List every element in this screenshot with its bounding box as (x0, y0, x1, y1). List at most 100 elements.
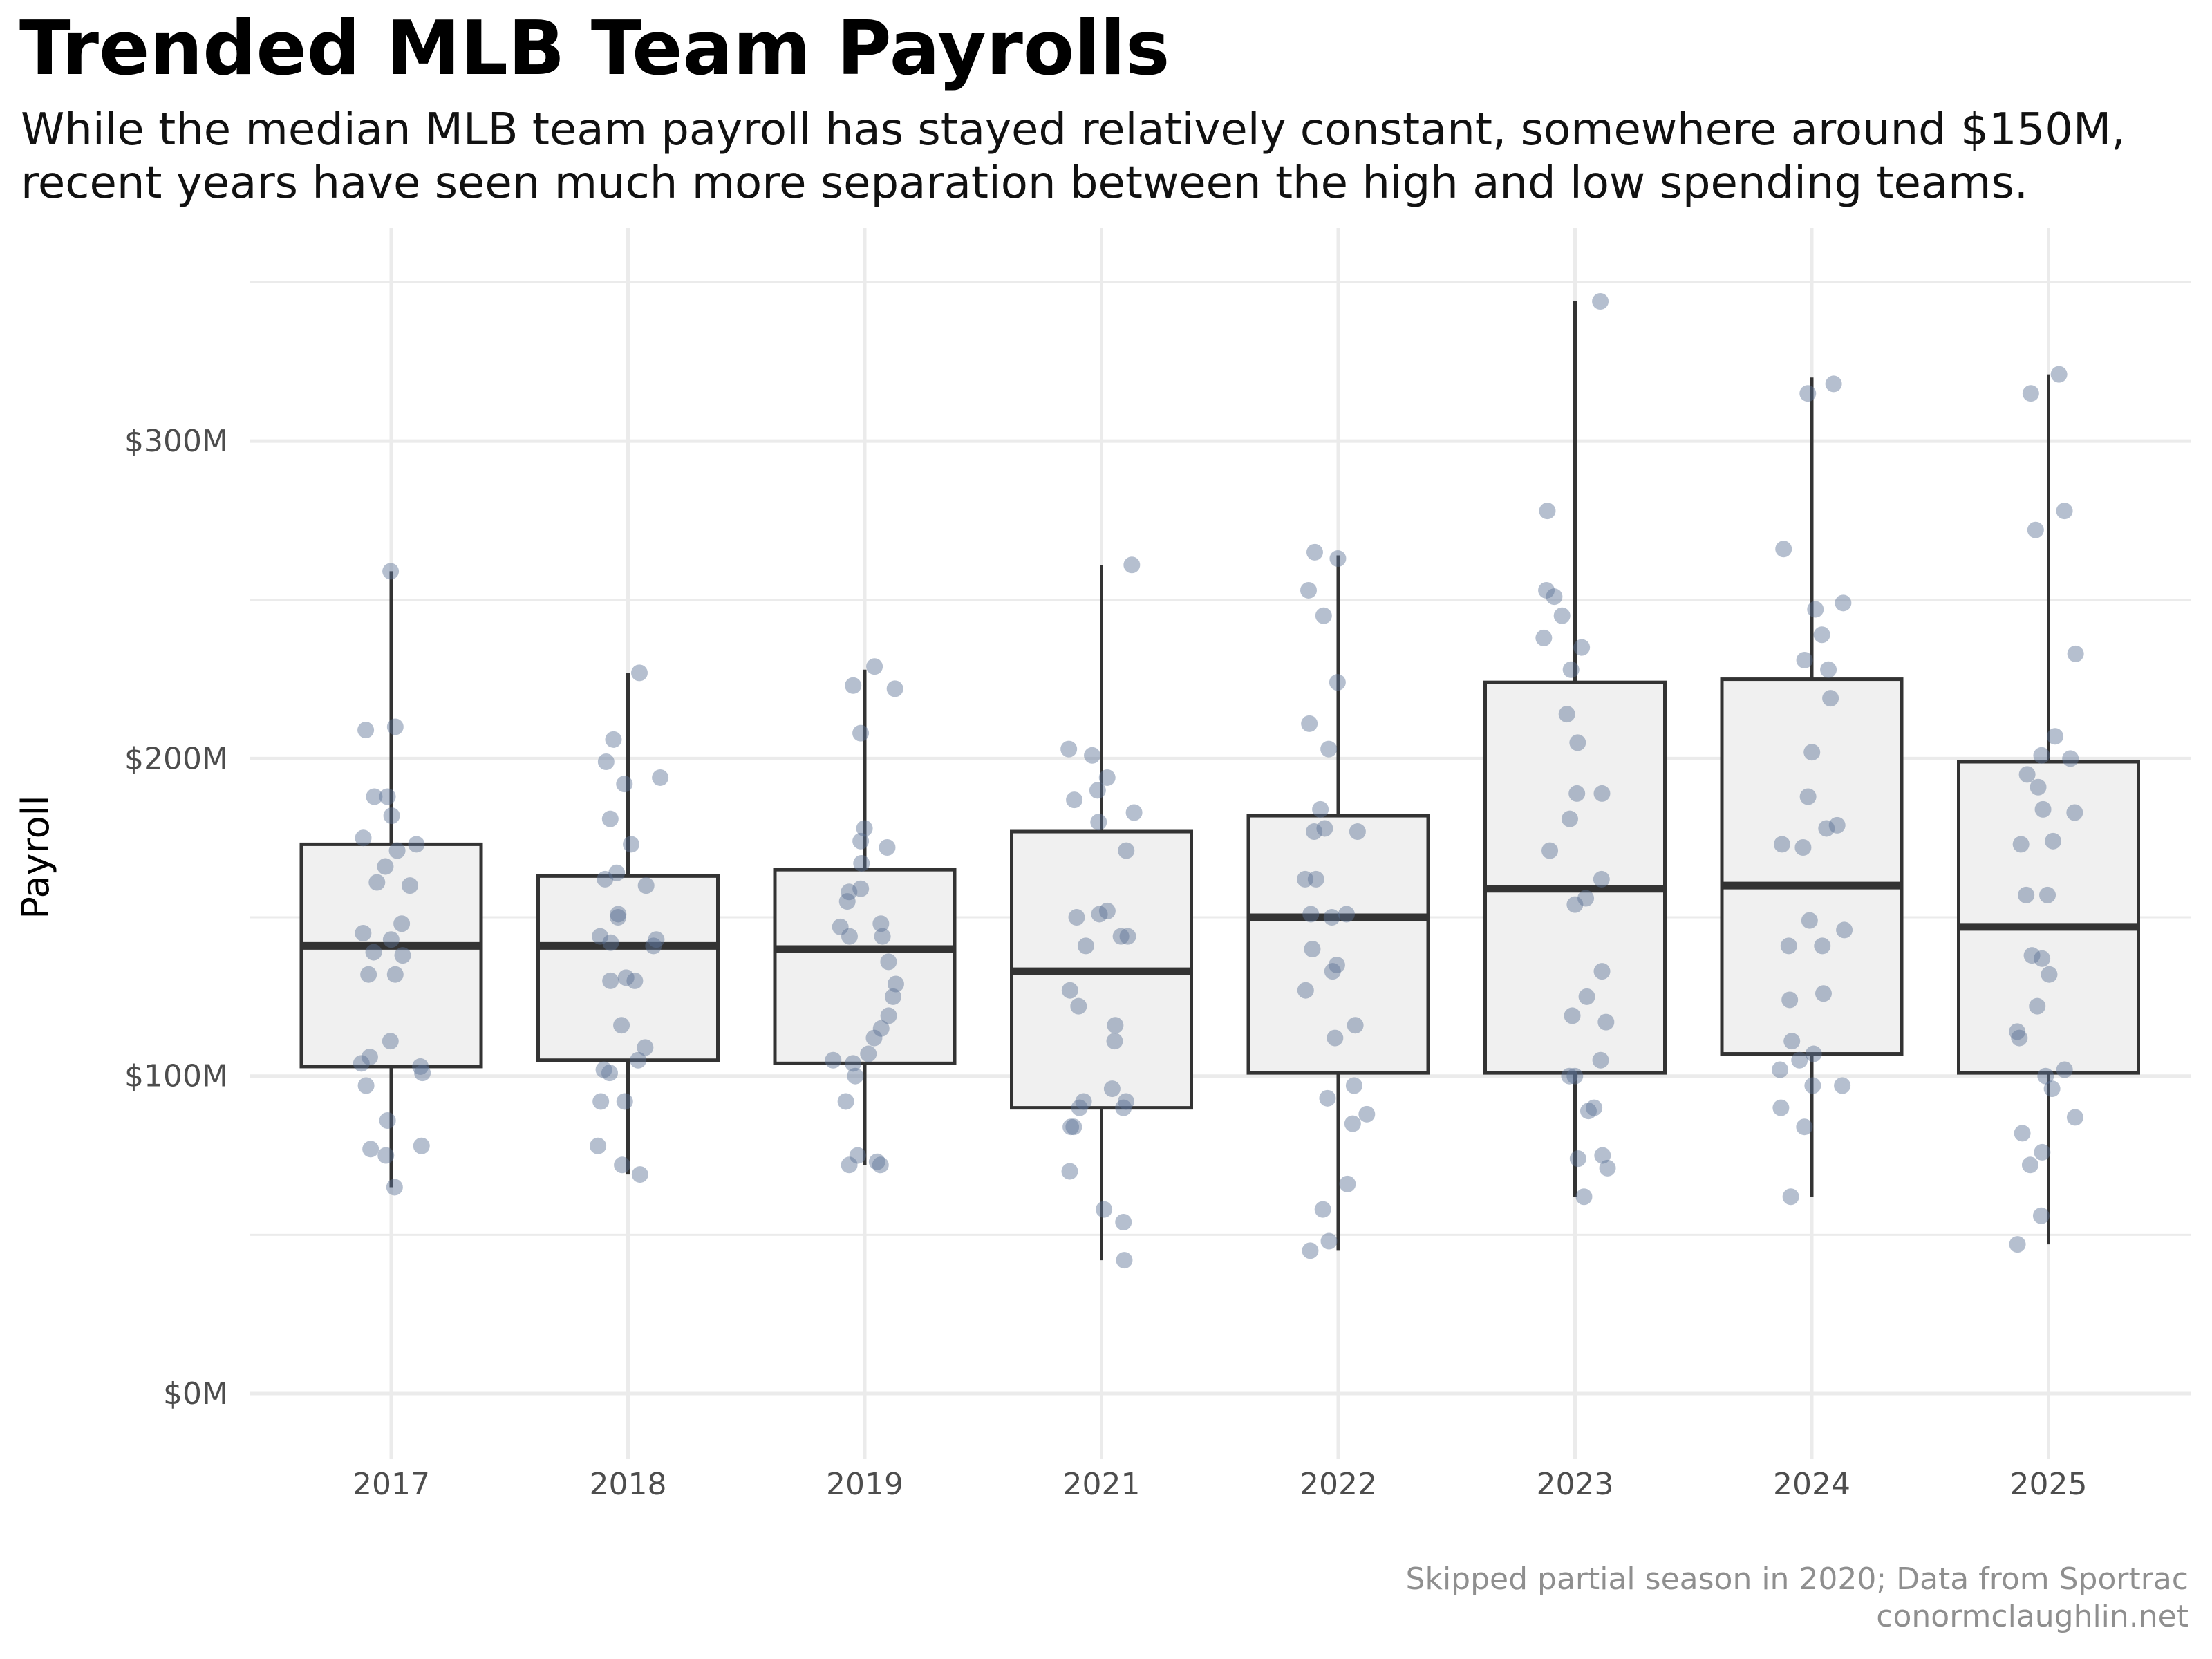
data-point-2022 (1358, 1105, 1376, 1123)
data-point-2017 (355, 830, 372, 847)
data-point-2021 (1117, 1093, 1134, 1110)
data-point-2025 (2009, 1023, 2026, 1040)
chart-subtitle: While the median MLB team payroll has st… (21, 104, 2126, 210)
data-point-2024 (1820, 661, 1837, 678)
box-2022 (1246, 555, 1430, 1251)
data-point-2018 (610, 909, 627, 926)
caption-site: conormclaughlin.net (1876, 1599, 2188, 1634)
data-point-2022 (1329, 550, 1347, 568)
data-point-2025 (2023, 947, 2041, 964)
jitter-points (353, 293, 2084, 1269)
box-iqr (1957, 760, 2140, 1075)
data-point-2022 (1297, 982, 1314, 999)
data-point-2017 (377, 858, 394, 875)
data-point-2022 (1329, 674, 1346, 691)
data-point-2019 (845, 1055, 862, 1072)
data-point-2022 (1306, 823, 1323, 841)
data-point-2024 (1836, 921, 1853, 939)
data-point-2024 (1804, 1077, 1821, 1094)
data-point-2025 (2014, 1125, 2031, 1142)
data-point-2024 (1822, 690, 1839, 707)
data-point-2025 (2050, 366, 2068, 383)
data-point-2023 (1566, 896, 1584, 913)
data-point-2021 (1089, 782, 1106, 799)
data-point-2024 (1794, 839, 1812, 856)
data-point-2025 (2011, 1029, 2028, 1047)
data-point-2023 (1561, 1067, 1578, 1085)
data-point-2021 (1061, 982, 1078, 999)
data-point-2021 (1071, 1099, 1088, 1116)
data-point-2018 (601, 810, 619, 827)
data-point-2021 (1077, 937, 1094, 955)
data-point-2023 (1541, 842, 1559, 859)
data-point-2023 (1593, 963, 1611, 980)
data-point-2018 (645, 937, 662, 955)
data-point-2021 (1098, 902, 1116, 919)
data-point-2023 (1569, 734, 1586, 751)
data-point-2024 (1799, 385, 1817, 402)
data-point-2019 (872, 1020, 890, 1037)
data-point-2022 (1324, 963, 1341, 980)
data-point-2022 (1344, 1115, 1361, 1132)
data-point-2017 (357, 722, 375, 739)
data-point-2025 (2029, 997, 2046, 1015)
data-point-2025 (2009, 1236, 2026, 1253)
data-point-2017 (402, 877, 419, 894)
data-point-2022 (1301, 715, 1318, 732)
chart-title: Trended MLB Team Payrolls (19, 6, 1170, 92)
data-point-2018 (597, 753, 615, 770)
data-point-2018 (630, 664, 648, 682)
data-point-2018 (616, 1093, 633, 1110)
data-point-2017 (393, 915, 411, 932)
data-point-2022 (1328, 956, 1345, 973)
data-point-2024 (1828, 816, 1846, 834)
data-point-2018 (613, 1017, 630, 1034)
data-point-2017 (366, 788, 383, 805)
data-point-2018 (592, 928, 609, 945)
data-point-2024 (1835, 594, 1852, 612)
data-point-2024 (1791, 1051, 1808, 1069)
data-point-2017 (368, 874, 386, 891)
data-point-2019 (860, 1045, 877, 1062)
data-point-2025 (2037, 1067, 2054, 1085)
data-point-2018 (631, 1166, 648, 1183)
box-2017 (299, 571, 483, 1188)
data-point-2017 (353, 1055, 370, 1072)
data-point-2019 (884, 988, 901, 1005)
data-point-2025 (2045, 832, 2062, 850)
data-point-2025 (2030, 778, 2047, 796)
data-point-2023 (1535, 629, 1553, 646)
data-point-2022 (1315, 607, 1332, 624)
data-point-2024 (1775, 541, 1792, 558)
box-iqr (773, 868, 957, 1065)
box-iqr (299, 842, 483, 1069)
data-point-2023 (1599, 1159, 1616, 1177)
data-point-2025 (2032, 1207, 2050, 1224)
data-point-2019 (825, 1051, 842, 1069)
data-point-2022 (1304, 940, 1321, 957)
y-tick-label: $300M (124, 424, 228, 459)
data-point-2021 (1118, 842, 1135, 859)
data-point-2022 (1327, 1029, 1344, 1047)
data-point-2025 (2056, 1061, 2073, 1078)
box-2018 (536, 673, 720, 1175)
data-point-2017 (382, 563, 400, 580)
data-point-2022 (1312, 800, 1329, 818)
data-point-2023 (1558, 706, 1575, 723)
data-point-2018 (652, 769, 669, 786)
data-point-2024 (1799, 788, 1817, 805)
data-point-2019 (886, 680, 903, 697)
data-point-2019 (847, 1067, 864, 1085)
data-point-2019 (852, 832, 870, 850)
data-point-2023 (1553, 607, 1571, 624)
x-tick-label: 2025 (2010, 1467, 2088, 1502)
box-iqr (536, 874, 720, 1062)
data-point-2023 (1546, 588, 1563, 606)
data-point-2019 (868, 1153, 885, 1170)
data-point-2023 (1580, 1103, 1597, 1120)
data-point-2023 (1577, 890, 1595, 907)
x-tick-label: 2023 (1537, 1467, 1614, 1502)
data-point-2018 (648, 931, 665, 948)
data-point-2021 (1061, 1163, 1078, 1180)
data-point-2018 (602, 972, 619, 989)
